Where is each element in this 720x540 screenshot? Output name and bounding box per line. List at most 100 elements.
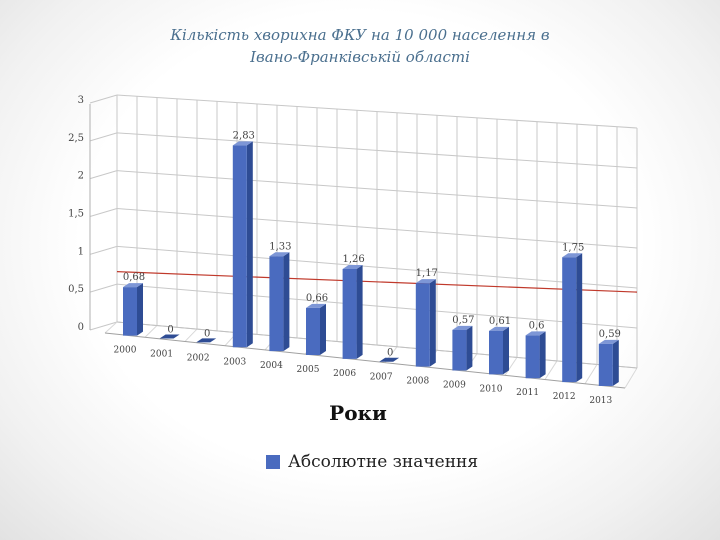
grid-line-floor xyxy=(624,367,638,389)
bar-side xyxy=(612,339,619,386)
grid-line-floor xyxy=(584,364,598,385)
bar xyxy=(489,330,503,375)
grid-line-side xyxy=(89,283,118,293)
value-label: 2,83 xyxy=(233,130,255,141)
y-tick-label: 0 xyxy=(78,322,84,333)
x-tick-label: 2005 xyxy=(297,365,320,375)
bars-group xyxy=(123,141,619,386)
bar xyxy=(415,283,430,367)
bar-top xyxy=(123,283,143,288)
bar-side xyxy=(283,252,290,352)
bar-top xyxy=(306,303,326,308)
x-tick-label: 2013 xyxy=(589,396,612,406)
x-axis-line xyxy=(104,332,626,389)
value-label: 0 xyxy=(204,328,210,339)
value-label: 0 xyxy=(387,348,393,359)
bar-top xyxy=(269,252,290,257)
value-label: 0,6 xyxy=(529,320,545,331)
bar xyxy=(452,329,467,371)
y-tick-label: 1 xyxy=(78,246,84,257)
x-tick-label: 2004 xyxy=(260,361,283,371)
y-tick-label: 2 xyxy=(78,171,84,182)
legend-swatch xyxy=(266,455,280,469)
grid-line-side xyxy=(89,321,118,331)
x-axis-title: Роки xyxy=(329,401,387,425)
x-axis-ticks: 2000 2001 2002 2003 2004 2005 2006 2007 2008 2009… xyxy=(114,346,613,406)
bar-top xyxy=(452,325,473,330)
bar-side xyxy=(466,325,473,371)
bar-side xyxy=(137,283,143,336)
grid-line-floor xyxy=(544,360,558,380)
bar-side xyxy=(429,279,436,367)
chart-grid xyxy=(89,94,638,389)
x-tick-label: 2011 xyxy=(516,388,539,398)
bar-side xyxy=(246,141,253,348)
chart-title-line-2: Івано-Франківській області xyxy=(250,48,470,66)
chart-title: Кількість хворихна ФКУ на 10 000 населен… xyxy=(60,24,660,68)
bar xyxy=(342,268,357,359)
value-label: 1,75 xyxy=(562,242,584,253)
grid-line-side xyxy=(89,94,118,104)
bar xyxy=(562,257,577,383)
trendline-group xyxy=(116,271,638,293)
bar-top xyxy=(342,264,363,269)
grid-line-side xyxy=(89,132,118,142)
bar xyxy=(123,287,137,336)
bar-top xyxy=(415,279,436,284)
x-tick-label: 2003 xyxy=(223,357,246,367)
grid-line-floor xyxy=(144,325,158,338)
bar xyxy=(196,338,217,343)
value-label: 0,68 xyxy=(123,272,145,283)
value-label: 0,57 xyxy=(452,315,474,326)
y-tick-label: 0,5 xyxy=(68,284,84,295)
bar xyxy=(379,357,400,362)
bar xyxy=(525,335,540,379)
bar xyxy=(232,145,247,348)
bar xyxy=(159,334,180,339)
bar-side xyxy=(503,326,509,375)
floor-back-line xyxy=(116,321,638,369)
bar-side xyxy=(320,303,326,355)
y-tick-label: 3 xyxy=(78,95,84,106)
value-label: 0,66 xyxy=(306,293,328,304)
x-tick-label: 2008 xyxy=(406,377,429,387)
bar-top xyxy=(489,326,509,331)
grid-line-floor xyxy=(184,328,198,342)
bar-top xyxy=(598,339,619,344)
bar-side xyxy=(356,264,363,359)
value-label: 0,61 xyxy=(489,316,511,327)
legend-label: Абсолютне значення xyxy=(288,452,479,472)
bar xyxy=(598,343,613,386)
value-label: 0,59 xyxy=(599,329,621,340)
x-tick-label: 2000 xyxy=(114,346,137,356)
value-label: 1,17 xyxy=(416,268,438,279)
x-tick-label: 2009 xyxy=(443,380,466,390)
y-tick-label: 1,5 xyxy=(68,209,84,220)
y-axis-ticks: 3 2,5 2 1,5 1 0,5 0 xyxy=(68,95,84,333)
x-tick-label: 2002 xyxy=(187,353,210,363)
bar xyxy=(269,256,284,352)
grid-line-side xyxy=(89,245,118,255)
bar xyxy=(306,307,320,355)
bar-top xyxy=(232,141,253,146)
x-tick-label: 2012 xyxy=(553,392,576,402)
x-tick-label: 2010 xyxy=(480,384,503,394)
x-tick-label: 2001 xyxy=(150,350,173,360)
value-label: 0 xyxy=(167,325,173,336)
chart-title-line-1: Кількість хворихна ФКУ на 10 000 населен… xyxy=(170,26,550,44)
bar-top xyxy=(562,253,583,258)
bar-side xyxy=(539,331,546,379)
grid-line-side xyxy=(89,208,118,217)
grid-line-floor xyxy=(504,357,518,376)
grid-line-side xyxy=(89,170,118,180)
x-tick-label: 2006 xyxy=(333,369,356,379)
bar-top xyxy=(525,331,546,336)
y-tick-label: 2,5 xyxy=(68,133,84,144)
grid-line-floor xyxy=(104,321,118,334)
x-tick-label: 2007 xyxy=(370,373,393,383)
bar-side xyxy=(576,253,583,383)
value-labels-group: 0,68 0 0 2,83 1,33 0,66 1,26 0 1,17 0,57 0,61 0,6 1,… xyxy=(123,130,621,358)
value-label: 1,26 xyxy=(342,254,364,265)
trendline xyxy=(116,271,638,293)
